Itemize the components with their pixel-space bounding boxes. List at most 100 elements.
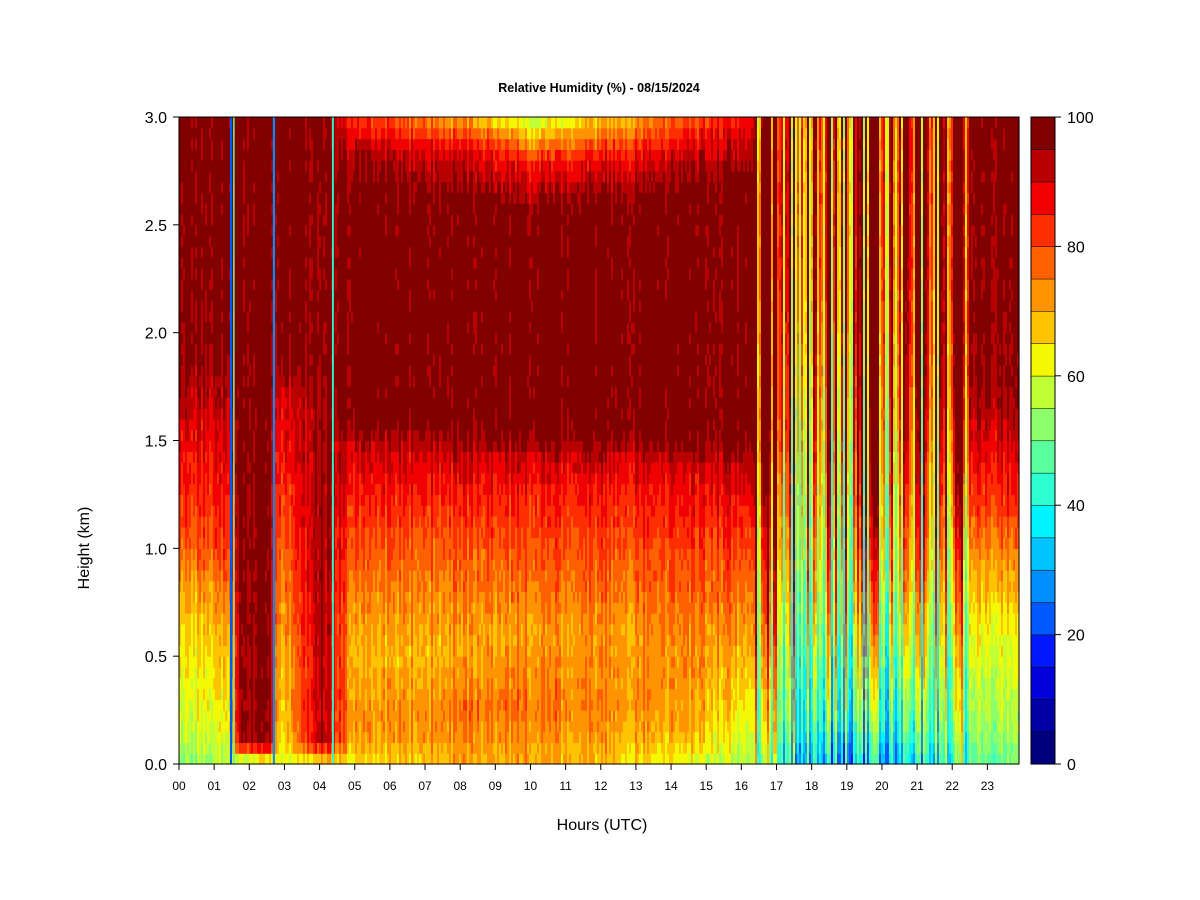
heatmap-cell bbox=[181, 515, 184, 528]
heatmap-cell bbox=[227, 742, 230, 754]
heatmap-cell bbox=[301, 246, 304, 258]
heatmap-cell bbox=[275, 720, 278, 733]
heatmap-cell bbox=[231, 634, 234, 646]
heatmap-cell bbox=[223, 537, 226, 549]
heatmap-cell bbox=[249, 170, 252, 183]
heatmap-cell bbox=[187, 203, 190, 215]
heatmap-cell bbox=[285, 138, 288, 150]
heatmap-cell bbox=[235, 591, 238, 603]
heatmap-cell bbox=[211, 192, 214, 204]
heatmap-cell bbox=[253, 160, 256, 172]
heatmap-cell bbox=[301, 418, 304, 431]
heatmap-cell bbox=[279, 224, 282, 237]
heatmap-cell bbox=[203, 548, 206, 560]
heatmap-cell bbox=[253, 375, 256, 388]
heatmap-cell bbox=[295, 623, 298, 636]
heatmap-cell bbox=[227, 375, 230, 388]
heatmap-cell bbox=[203, 332, 206, 345]
heatmap-cell bbox=[281, 559, 284, 571]
heatmap-cell bbox=[303, 278, 306, 291]
heatmap-cell bbox=[303, 235, 306, 247]
heatmap-cell bbox=[213, 591, 216, 603]
heatmap-cell bbox=[247, 289, 250, 301]
heatmap-cell bbox=[235, 408, 238, 420]
heatmap-cell bbox=[193, 386, 196, 398]
heatmap-cell bbox=[285, 321, 288, 334]
heatmap-cell bbox=[257, 429, 260, 442]
heatmap-cell bbox=[223, 462, 226, 474]
heatmap-cell bbox=[217, 699, 220, 711]
heatmap-cell bbox=[251, 569, 254, 582]
heatmap-cell bbox=[243, 343, 246, 355]
heatmap-cell bbox=[181, 580, 184, 593]
heatmap-cell bbox=[311, 397, 314, 409]
heatmap-cell bbox=[221, 440, 224, 452]
heatmap-cell bbox=[241, 526, 244, 539]
heatmap-cell bbox=[249, 138, 252, 150]
heatmap-cell bbox=[199, 397, 202, 409]
heatmap-cell bbox=[203, 170, 206, 183]
heatmap-cell bbox=[183, 138, 186, 150]
heatmap-cell bbox=[237, 699, 240, 711]
heatmap-cell bbox=[279, 548, 282, 560]
heatmap-cell bbox=[213, 666, 216, 679]
heatmap-cell bbox=[283, 408, 286, 420]
heatmap-cell bbox=[231, 440, 234, 452]
heatmap-cell bbox=[251, 505, 254, 517]
heatmap-cell bbox=[201, 257, 204, 269]
heatmap-cell bbox=[225, 181, 228, 194]
heatmap-cell bbox=[303, 321, 306, 334]
heatmap-cell bbox=[265, 710, 268, 722]
heatmap-cell bbox=[269, 656, 272, 668]
heatmap-cell bbox=[227, 343, 230, 355]
heatmap-cell bbox=[185, 408, 188, 420]
heatmap-cell bbox=[221, 699, 224, 711]
heatmap-cell bbox=[247, 127, 250, 140]
heatmap-cell bbox=[285, 257, 288, 269]
heatmap-cell bbox=[295, 127, 298, 140]
heatmap-cell bbox=[223, 214, 226, 226]
heatmap-cell bbox=[181, 634, 184, 646]
heatmap-cell bbox=[187, 666, 190, 679]
heatmap-cell bbox=[267, 354, 270, 366]
heatmap-cell bbox=[261, 149, 264, 161]
heatmap-cell bbox=[277, 192, 280, 204]
heatmap-cell bbox=[195, 569, 198, 582]
heatmap-cell bbox=[309, 321, 312, 334]
heatmap-cell bbox=[249, 666, 252, 679]
heatmap-cell bbox=[295, 170, 298, 183]
heatmap-cell bbox=[281, 160, 284, 172]
heatmap-cell bbox=[259, 483, 262, 496]
heatmap-cell bbox=[191, 397, 194, 409]
heatmap-cell bbox=[217, 462, 220, 474]
heatmap-cell bbox=[241, 494, 244, 506]
heatmap-cell bbox=[297, 569, 300, 582]
heatmap-cell bbox=[311, 623, 314, 636]
heatmap-cell bbox=[279, 623, 282, 636]
heatmap-cell bbox=[207, 397, 210, 409]
heatmap-cell bbox=[283, 494, 286, 506]
heatmap-cell bbox=[185, 375, 188, 388]
heatmap-cell bbox=[253, 559, 256, 571]
heatmap-cell bbox=[239, 623, 242, 636]
heatmap-cell bbox=[181, 375, 184, 388]
heatmap-cell bbox=[305, 440, 308, 452]
heatmap-cell bbox=[269, 688, 272, 700]
heatmap-cell bbox=[315, 580, 318, 593]
heatmap-cell bbox=[301, 365, 304, 377]
heatmap-cell bbox=[275, 375, 278, 388]
heatmap-cell bbox=[265, 505, 268, 517]
heatmap-cell bbox=[309, 203, 312, 215]
heatmap-cell bbox=[289, 429, 292, 442]
heatmap-cell bbox=[265, 267, 268, 280]
heatmap-cell bbox=[293, 408, 296, 420]
heatmap-cell bbox=[225, 278, 228, 291]
heatmap-cell bbox=[267, 710, 270, 722]
heatmap-cell bbox=[299, 365, 302, 377]
heatmap-cell bbox=[193, 117, 196, 129]
heatmap-cell bbox=[245, 127, 248, 140]
heatmap-cell bbox=[257, 386, 260, 398]
heatmap-cell bbox=[179, 214, 182, 226]
heatmap-cell bbox=[209, 192, 212, 204]
heatmap-cell bbox=[207, 214, 210, 226]
